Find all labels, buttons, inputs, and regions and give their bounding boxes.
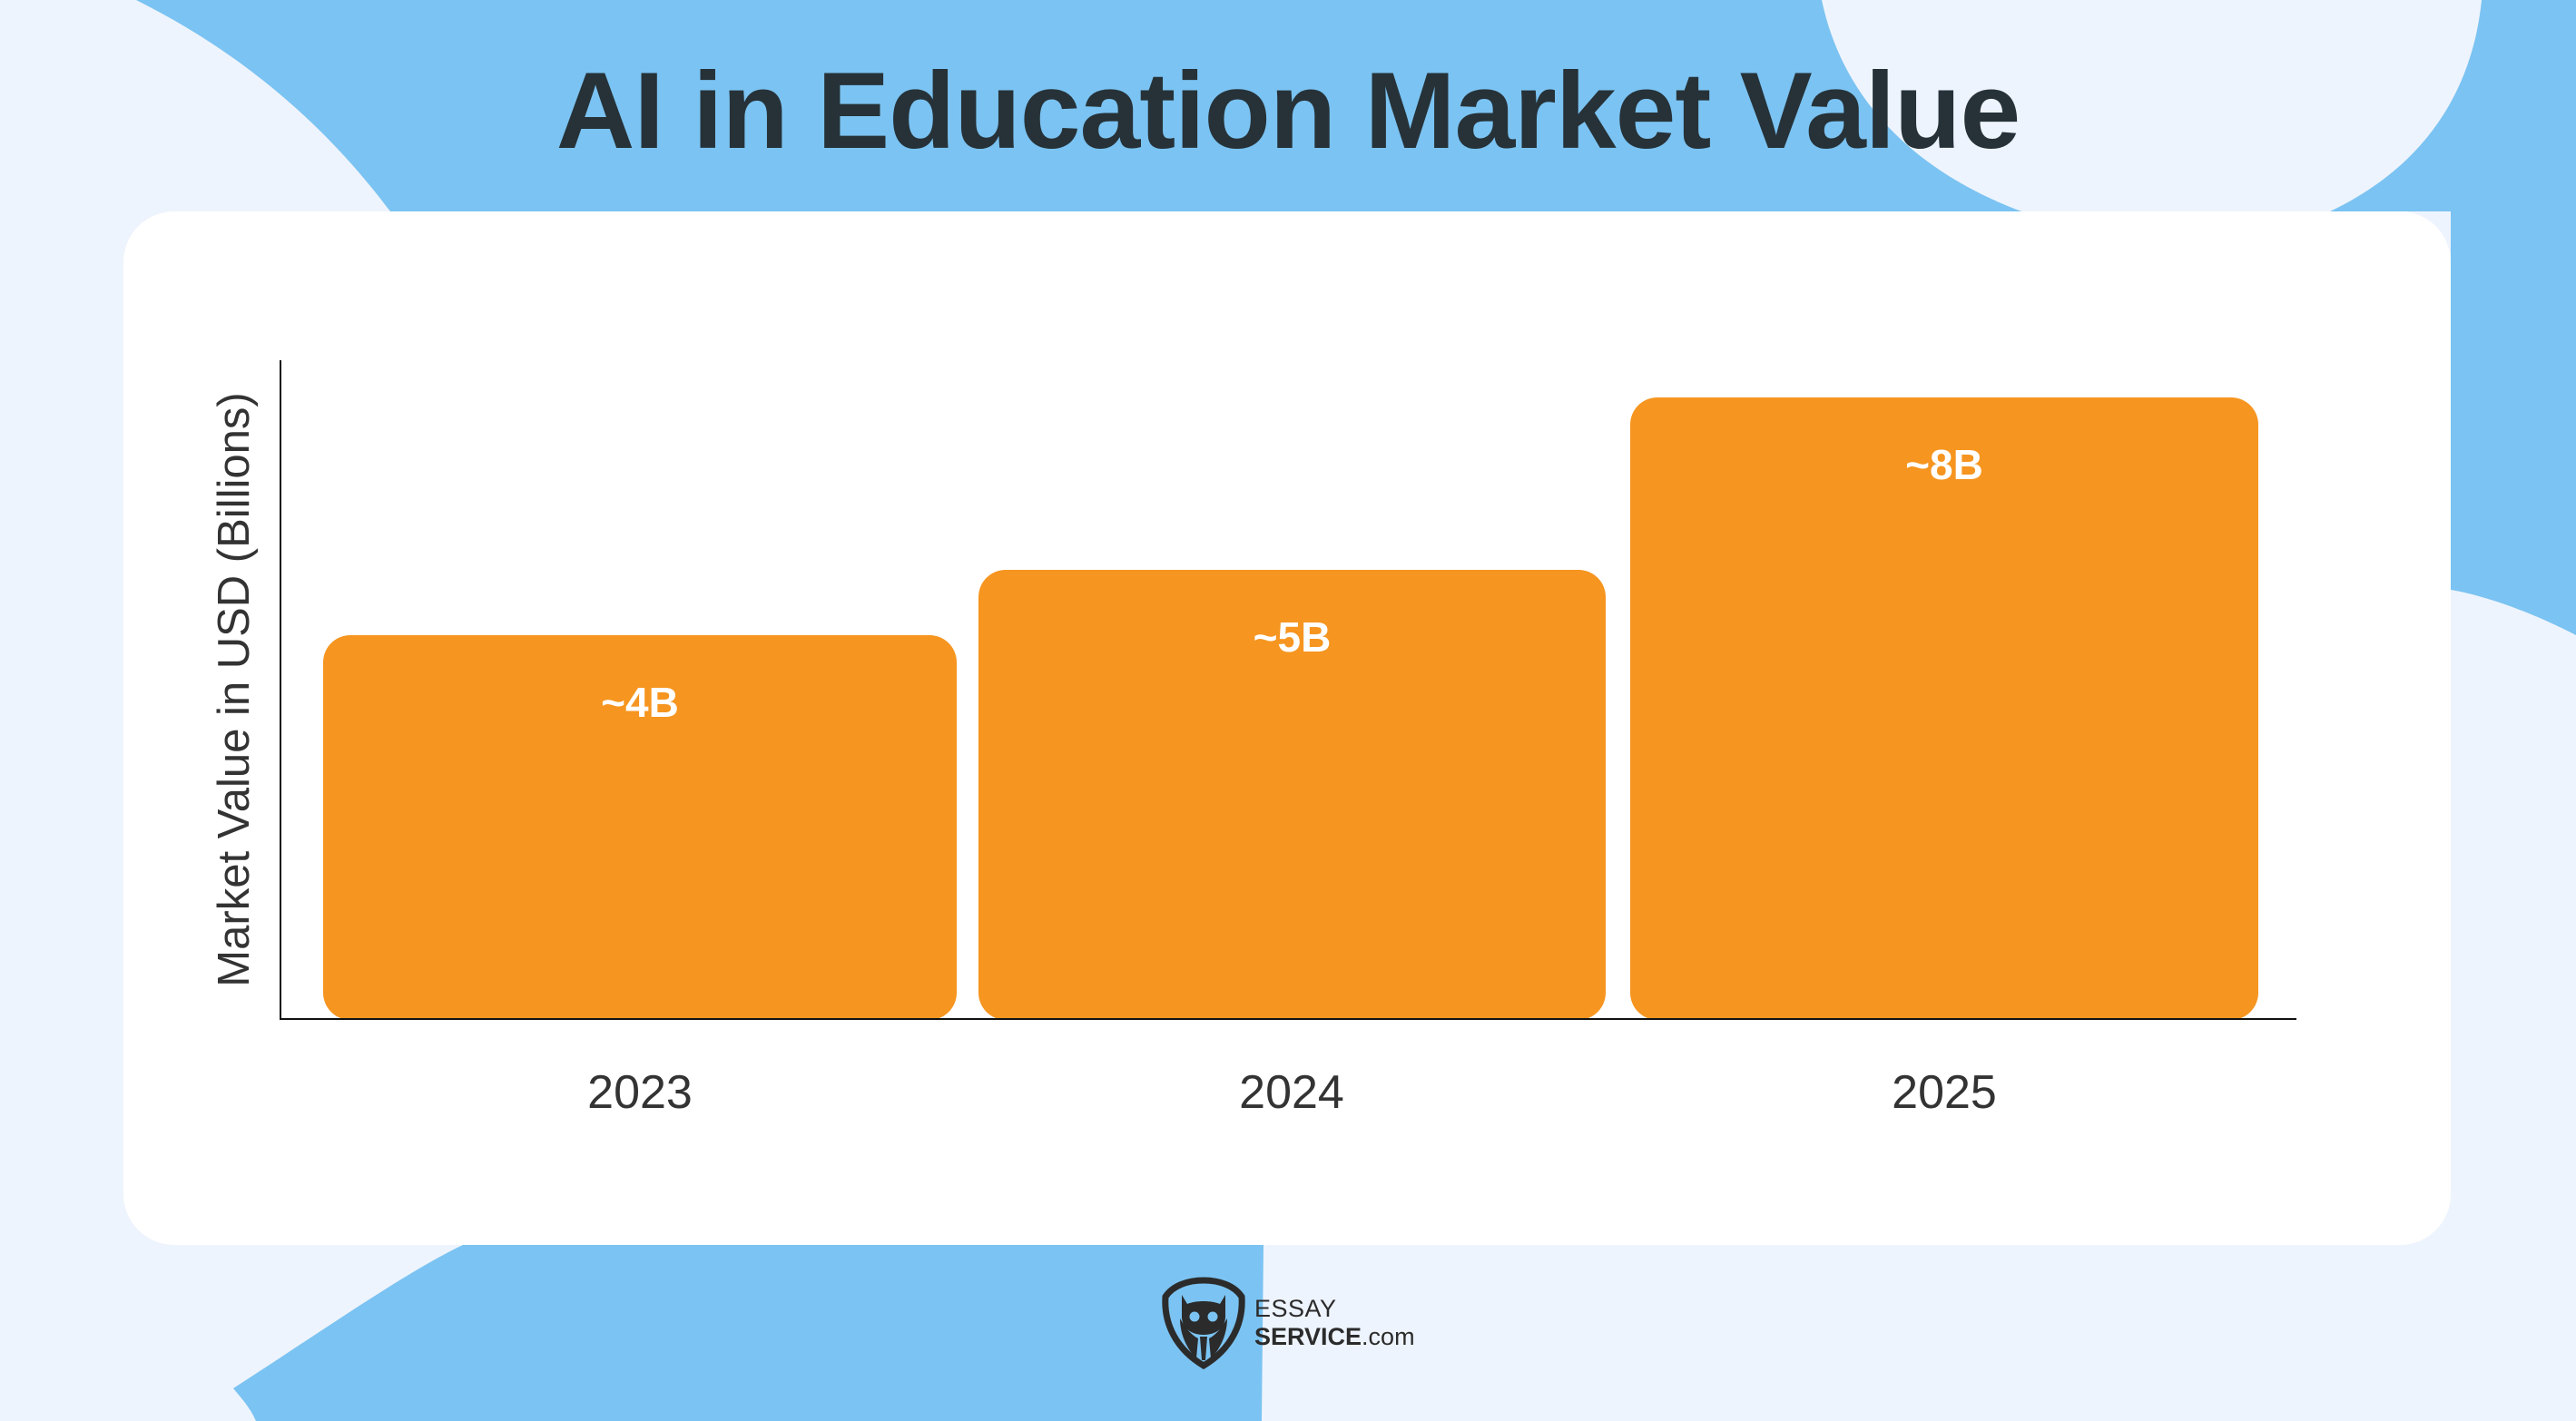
- bar-value-label: ~8B: [1905, 441, 1983, 488]
- x-axis-line: [280, 1018, 2296, 1020]
- logo-text: ESSAY SERVICE.com: [1254, 1297, 1415, 1349]
- light-circle-top-right: [1822, 0, 2482, 212]
- bar-value-label: ~4B: [601, 679, 679, 726]
- bar-2025: ~8B: [1630, 397, 2258, 1020]
- y-axis-line: [280, 360, 281, 1020]
- logo-domain-suffix: .com: [1362, 1323, 1415, 1350]
- logo-line-essay: ESSAY: [1254, 1295, 1337, 1322]
- logo-line-service: SERVICE.com: [1254, 1325, 1415, 1349]
- x-tick-2023: 2023: [587, 1066, 693, 1119]
- y-axis-label: Market Value in USD (Billions): [210, 392, 259, 987]
- bar-value-label: ~5B: [1253, 613, 1332, 661]
- essayservice-logo[interactable]: ESSAY SERVICE.com: [1160, 1276, 1415, 1370]
- bar-2024: ~5B: [978, 570, 1606, 1020]
- light-area-right: [2451, 590, 2576, 1421]
- bar-2023: ~4B: [323, 635, 957, 1020]
- owl-shield-icon: [1162, 1277, 1245, 1369]
- x-tick-2025: 2025: [1892, 1066, 1997, 1119]
- logo-service-bold: SERVICE: [1254, 1323, 1362, 1350]
- blue-blob-bottom: [233, 1245, 1263, 1421]
- x-tick-2024: 2024: [1239, 1066, 1344, 1119]
- chart-title: AI in Education Market Value: [556, 50, 2020, 172]
